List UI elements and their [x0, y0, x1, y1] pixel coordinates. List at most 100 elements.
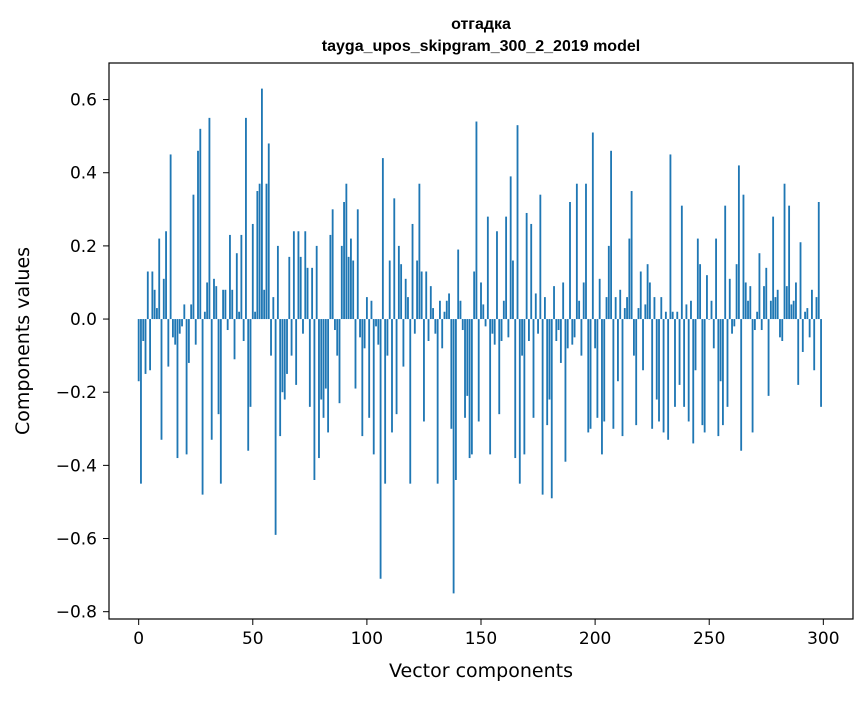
- bar: [694, 319, 697, 371]
- x-tick-label: 0: [133, 629, 144, 649]
- bar: [345, 183, 348, 320]
- bar: [254, 311, 256, 320]
- x-tick-label: 100: [351, 629, 383, 649]
- bar: [324, 319, 327, 389]
- bar: [425, 271, 428, 320]
- bar: [521, 319, 523, 356]
- bar: [183, 304, 186, 320]
- y-tick-label: 0.0: [70, 310, 97, 330]
- bar: [450, 319, 453, 429]
- bar: [457, 249, 460, 320]
- bar: [633, 319, 635, 356]
- bar: [489, 319, 492, 455]
- bar: [799, 242, 802, 320]
- bar: [628, 238, 631, 320]
- bar: [553, 286, 555, 320]
- bar: [696, 238, 699, 320]
- bar: [502, 300, 505, 320]
- bar: [820, 319, 822, 407]
- bar: [416, 260, 419, 320]
- bar: [261, 88, 263, 320]
- bar: [703, 319, 706, 433]
- bar: [530, 223, 533, 320]
- bar: [795, 282, 797, 320]
- bar: [569, 202, 571, 320]
- bar: [550, 319, 553, 499]
- bar: [523, 319, 526, 455]
- bar: [477, 319, 480, 422]
- bar: [468, 319, 471, 459]
- y-tick-label: 0.6: [70, 91, 97, 111]
- bar: [391, 319, 393, 433]
- bar: [140, 319, 142, 484]
- bar: [701, 319, 704, 426]
- bar: [594, 319, 597, 349]
- bar: [142, 319, 145, 341]
- bar: [500, 319, 503, 341]
- bar: [680, 205, 683, 320]
- bar: [194, 319, 197, 345]
- x-tick-label: 250: [693, 629, 725, 649]
- bar: [747, 300, 749, 320]
- bar: [658, 319, 660, 422]
- y-axis-label: Components values: [12, 247, 34, 435]
- bar: [692, 319, 695, 444]
- bar: [466, 319, 469, 396]
- bar: [706, 275, 708, 320]
- bar: [238, 311, 240, 320]
- bar: [781, 319, 784, 341]
- bar: [806, 308, 809, 320]
- bar: [375, 319, 377, 327]
- bar: [559, 319, 562, 363]
- bar: [327, 319, 330, 433]
- bar: [420, 271, 423, 320]
- bar: [676, 311, 679, 320]
- bar: [167, 319, 170, 367]
- bar: [283, 319, 286, 400]
- y-tick-label: −0.8: [56, 603, 97, 623]
- bar: [587, 319, 590, 433]
- bar: [436, 319, 439, 484]
- bar: [776, 289, 779, 320]
- bar: [318, 319, 320, 459]
- bar: [402, 319, 405, 367]
- bar: [281, 319, 284, 393]
- bar: [788, 205, 791, 320]
- bar: [206, 282, 209, 320]
- bar: [311, 267, 314, 320]
- bar: [176, 319, 179, 459]
- bar: [297, 231, 300, 320]
- bar: [343, 202, 345, 320]
- y-tick-label: −0.4: [56, 456, 97, 476]
- bar: [712, 319, 715, 349]
- bar: [571, 319, 574, 345]
- bar: [580, 319, 583, 356]
- bar: [229, 234, 231, 320]
- bar: [767, 319, 770, 396]
- bar: [443, 311, 446, 320]
- bar: [231, 289, 234, 320]
- bar: [242, 319, 245, 341]
- bar: [384, 319, 387, 484]
- bar: [352, 260, 355, 320]
- bar: [532, 319, 535, 418]
- bar: [197, 150, 199, 320]
- bar: [215, 286, 218, 320]
- bar: [240, 234, 243, 320]
- bar: [171, 319, 174, 338]
- bar: [356, 209, 359, 320]
- bar: [407, 297, 409, 320]
- bar: [534, 293, 537, 320]
- bar: [505, 216, 508, 320]
- bar: [452, 319, 455, 594]
- bar: [480, 282, 482, 320]
- bar: [190, 304, 193, 320]
- bar: [213, 278, 215, 320]
- bar: [377, 319, 380, 345]
- bar: [320, 319, 323, 400]
- bar: [557, 319, 560, 331]
- bar: [329, 234, 332, 320]
- bar: [715, 238, 717, 320]
- bar: [585, 183, 587, 320]
